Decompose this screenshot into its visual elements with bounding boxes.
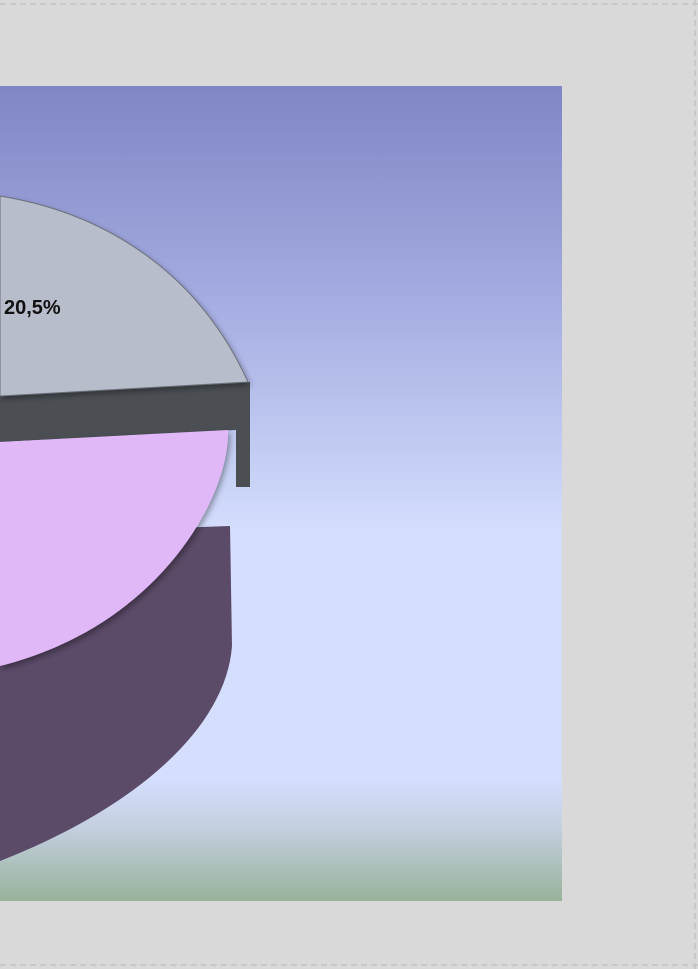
chart-plot-area: 20,5% <box>0 86 562 901</box>
pie-chart <box>0 195 250 861</box>
right-dashed-border <box>694 0 696 969</box>
top-dashed-border <box>0 3 698 5</box>
pie-slice-1-side <box>0 382 250 487</box>
pie-slice-1 <box>0 195 249 397</box>
pie-slice-1-data-label: 20,5% <box>4 297 61 319</box>
pie-slice-2 <box>0 430 229 666</box>
bottom-dashed-border <box>0 964 698 966</box>
